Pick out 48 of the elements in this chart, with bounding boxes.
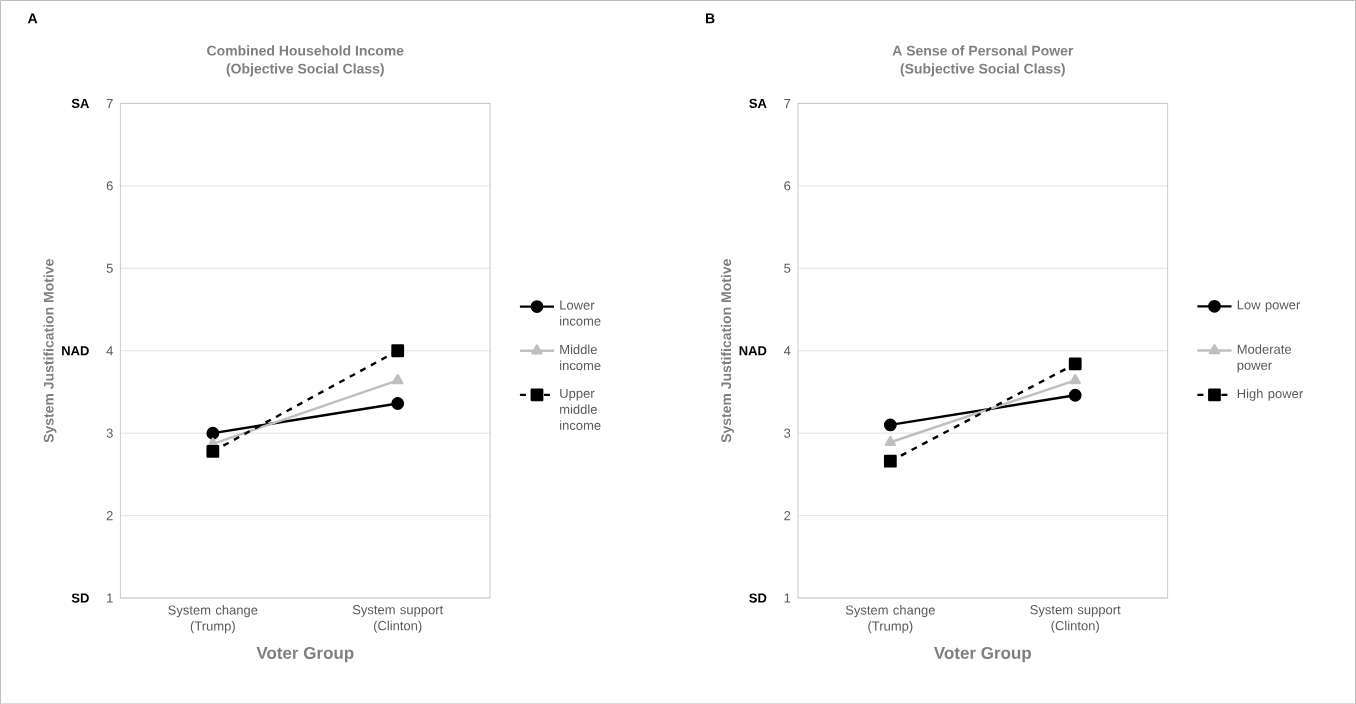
text: SA bbox=[71, 98, 90, 108]
point bbox=[883, 454, 897, 468]
y-axis-title: System Justification Motive bbox=[720, 258, 734, 443]
y-tick-label: 5 bbox=[106, 263, 113, 273]
y-tick-label: 1 bbox=[107, 593, 113, 603]
point bbox=[391, 396, 405, 410]
point bbox=[391, 344, 405, 357]
y-tick-label: 6 bbox=[106, 181, 113, 191]
y-tick-label: 3 bbox=[106, 428, 113, 438]
chart-subtitle: (Objective Social Class) bbox=[226, 63, 384, 77]
point bbox=[206, 444, 220, 458]
x-tick-label: System support (Clinton) bbox=[352, 604, 444, 633]
legend-label: Lower income bbox=[560, 300, 601, 326]
point bbox=[206, 426, 220, 440]
point bbox=[1068, 357, 1082, 371]
y-tick-label: 4 bbox=[783, 346, 791, 355]
text: B bbox=[705, 13, 715, 23]
legend-label: Low power bbox=[1237, 300, 1301, 312]
point bbox=[883, 418, 897, 432]
text: SA bbox=[749, 98, 767, 108]
chart-subtitle: (Subjective Social Class) bbox=[900, 63, 1065, 77]
chart-title: Combined Household Income bbox=[207, 45, 404, 56]
point bbox=[1068, 388, 1082, 402]
chart-title: A Sense of Personal Power bbox=[892, 45, 1074, 56]
x-axis-title: Voter Group bbox=[256, 646, 354, 663]
text: NAD bbox=[739, 346, 767, 355]
y-tick-label: 2 bbox=[784, 510, 791, 520]
y-tick-label: 3 bbox=[784, 428, 791, 438]
legend-label: Moderate power bbox=[1237, 344, 1292, 373]
x-tick-label: System change (Trump) bbox=[845, 604, 935, 633]
y-tick-label: 4 bbox=[106, 346, 113, 355]
y-axis-title: System Justification Motive bbox=[43, 258, 57, 443]
legend-label: High power bbox=[1237, 388, 1303, 401]
x-axis-title: Voter Group bbox=[933, 646, 1031, 663]
x-tick-label: System support (Clinton) bbox=[1030, 604, 1121, 633]
x-tick-label: System change (Trump) bbox=[168, 604, 258, 633]
text: SD bbox=[749, 593, 767, 603]
text: SD bbox=[71, 593, 89, 603]
y-tick-label: 6 bbox=[784, 181, 791, 191]
legend-label: Upper middle income bbox=[560, 388, 601, 430]
y-tick-label: 2 bbox=[106, 510, 113, 520]
text: NAD bbox=[62, 346, 89, 355]
legend-label: Middle income bbox=[560, 344, 601, 370]
y-tick-label: 1 bbox=[784, 593, 791, 603]
y-tick-label: 7 bbox=[784, 98, 791, 108]
y-tick-label: 7 bbox=[106, 98, 113, 108]
text: A bbox=[27, 13, 38, 23]
y-tick-label: 5 bbox=[784, 263, 791, 273]
